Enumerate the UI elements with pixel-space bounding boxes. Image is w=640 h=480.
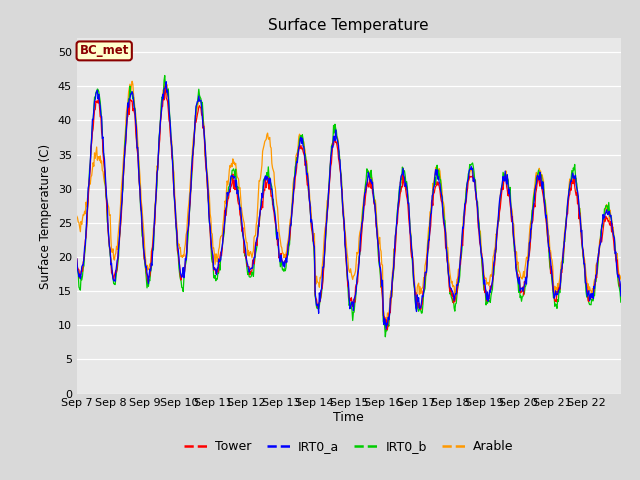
X-axis label: Time: Time: [333, 411, 364, 424]
IRT0_a: [237, 215, 245, 220]
IRT0_a: [73, 256, 81, 262]
IRT0_a: [382, 326, 390, 332]
Arable: [264, 136, 272, 142]
IRT0_a: [406, 229, 414, 235]
Arable: [381, 325, 389, 331]
IRT0_a: [285, 239, 292, 245]
Tower: [162, 83, 170, 88]
Arable: [406, 226, 414, 231]
Y-axis label: Surface Temperature (C): Surface Temperature (C): [39, 144, 52, 288]
IRT0_b: [137, 206, 145, 212]
IRT0_a: [437, 188, 445, 194]
Arable: [617, 276, 625, 282]
Legend: Tower, IRT0_a, IRT0_b, Arable: Tower, IRT0_a, IRT0_b, Arable: [179, 435, 518, 458]
Line: IRT0_b: IRT0_b: [77, 75, 621, 337]
Line: Tower: Tower: [77, 85, 621, 330]
IRT0_b: [73, 265, 81, 271]
Tower: [237, 220, 245, 226]
Line: IRT0_a: IRT0_a: [77, 82, 621, 329]
Tower: [437, 194, 445, 200]
Arable: [437, 177, 445, 183]
IRT0_a: [264, 177, 272, 183]
IRT0_b: [381, 334, 389, 340]
Arable: [73, 213, 81, 219]
Tower: [285, 239, 292, 244]
Arable: [285, 233, 292, 239]
Title: Surface Temperature: Surface Temperature: [269, 18, 429, 33]
Arable: [138, 199, 145, 205]
IRT0_b: [285, 244, 292, 250]
Tower: [383, 327, 390, 333]
IRT0_b: [406, 228, 414, 233]
Tower: [406, 231, 414, 237]
Arable: [128, 78, 136, 84]
IRT0_b: [237, 222, 245, 228]
Arable: [237, 204, 245, 210]
IRT0_b: [617, 299, 625, 305]
Tower: [137, 201, 145, 206]
Tower: [73, 256, 81, 262]
IRT0_b: [437, 177, 445, 183]
IRT0_a: [137, 202, 145, 208]
IRT0_a: [617, 293, 625, 299]
Line: Arable: Arable: [77, 81, 621, 328]
IRT0_a: [163, 79, 170, 84]
Tower: [264, 175, 272, 180]
IRT0_b: [264, 164, 272, 170]
IRT0_b: [161, 72, 168, 78]
Tower: [617, 281, 625, 287]
Text: BC_met: BC_met: [79, 44, 129, 58]
